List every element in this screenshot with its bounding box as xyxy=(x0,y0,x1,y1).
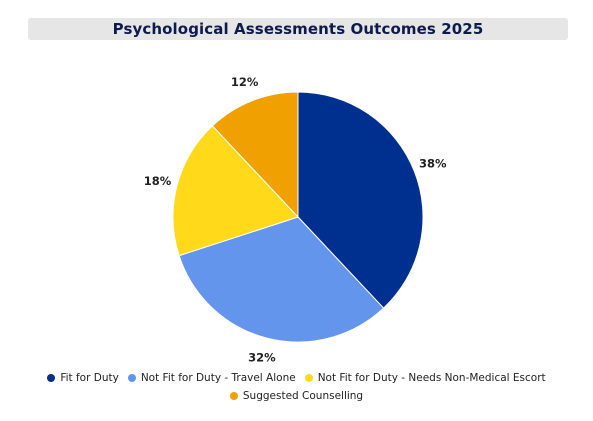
pie-slice-not-fit-for-duty-needs-non-medical-escort[interactable] xyxy=(172,125,299,257)
legend-marker-icon xyxy=(47,374,56,382)
slice-label-fit-for-duty: 38% xyxy=(419,157,447,171)
legend-marker-icon xyxy=(127,374,136,382)
legend-item-not-fit-for-duty-needs-non-medical-escort[interactable]: Not Fit for Duty - Needs Non-Medical Esc… xyxy=(304,372,546,384)
chart-title-bar: Psychological Assessments Outcomes 2025 xyxy=(28,18,568,40)
legend-label: Not Fit for Duty - Travel Alone xyxy=(140,372,296,384)
legend-label: Suggested Counselling xyxy=(242,390,364,402)
slice-label-suggested-counselling: 12% xyxy=(231,75,259,89)
legend-label: Fit for Duty xyxy=(60,372,119,384)
legend-marker-icon xyxy=(229,392,238,400)
legend-item-not-fit-for-duty-travel-alone[interactable]: Not Fit for Duty - Travel Alone xyxy=(127,372,296,384)
legend-item-fit-for-duty[interactable]: Fit for Duty xyxy=(47,372,119,384)
pie-slice-fit-for-duty[interactable] xyxy=(297,91,424,309)
legend-marker-icon xyxy=(304,374,313,382)
legend-label: Not Fit for Duty - Needs Non-Medical Esc… xyxy=(317,372,546,384)
slice-label-not-fit-for-duty-travel-alone: 32% xyxy=(248,350,276,364)
pie-slice-not-fit-for-duty-travel-alone[interactable] xyxy=(178,216,385,343)
chart-title: Psychological Assessments Outcomes 2025 xyxy=(112,20,484,38)
slice-label-not-fit-for-duty-needs-non-medical-escort: 18% xyxy=(144,174,172,188)
pie-slice-suggested-counselling[interactable] xyxy=(211,91,299,219)
legend-item-suggested-counselling[interactable]: Suggested Counselling xyxy=(229,390,364,402)
chart-legend: Fit for Duty Not Fit for Duty - Travel Al… xyxy=(0,372,593,402)
